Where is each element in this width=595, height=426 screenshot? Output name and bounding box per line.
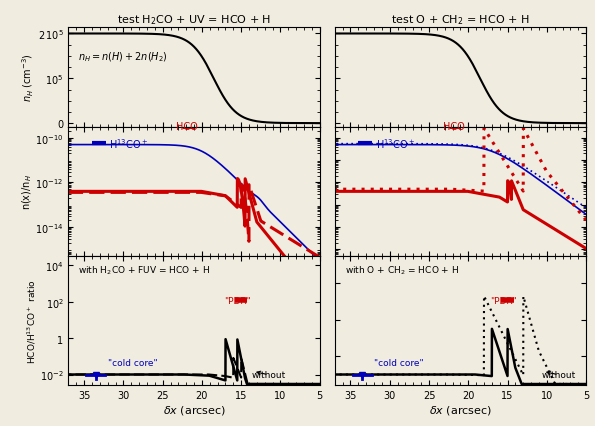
- Y-axis label: HCO/H$^{13}$CO$^+$ ratio: HCO/H$^{13}$CO$^+$ ratio: [26, 279, 39, 363]
- X-axis label: $\delta x$ (arcsec): $\delta x$ (arcsec): [429, 403, 492, 416]
- Text: "cold core": "cold core": [374, 358, 424, 367]
- Text: H$^{13}$CO$^+$: H$^{13}$CO$^+$: [109, 137, 148, 150]
- Text: without: without: [252, 371, 286, 380]
- Text: HCO: HCO: [443, 121, 464, 132]
- Text: "PDR": "PDR": [224, 296, 250, 305]
- X-axis label: $\delta x$ (arcsec): $\delta x$ (arcsec): [162, 403, 226, 416]
- Y-axis label: $n_H$ (cm$^{-3}$): $n_H$ (cm$^{-3}$): [21, 53, 36, 102]
- Text: $n_H = n(H)+2n(H_2)$: $n_H = n(H)+2n(H_2)$: [79, 50, 168, 63]
- Text: HCO: HCO: [176, 121, 198, 132]
- Text: "cold core": "cold core": [108, 358, 157, 367]
- Title: test H$_2$CO + UV = HCO + H: test H$_2$CO + UV = HCO + H: [117, 14, 271, 27]
- Title: test O + CH$_2$ = HCO + H: test O + CH$_2$ = HCO + H: [391, 14, 530, 27]
- Text: with H$_2$CO + FUV = HCO + H: with H$_2$CO + FUV = HCO + H: [79, 264, 211, 277]
- Text: with O + CH$_2$ = HCO + H: with O + CH$_2$ = HCO + H: [345, 264, 459, 277]
- Y-axis label: n(x)/n$_H$: n(x)/n$_H$: [20, 174, 34, 210]
- Text: H$^{13}$CO$^+$: H$^{13}$CO$^+$: [375, 137, 415, 150]
- Text: without: without: [541, 371, 576, 380]
- Text: "PDR": "PDR": [490, 296, 517, 305]
